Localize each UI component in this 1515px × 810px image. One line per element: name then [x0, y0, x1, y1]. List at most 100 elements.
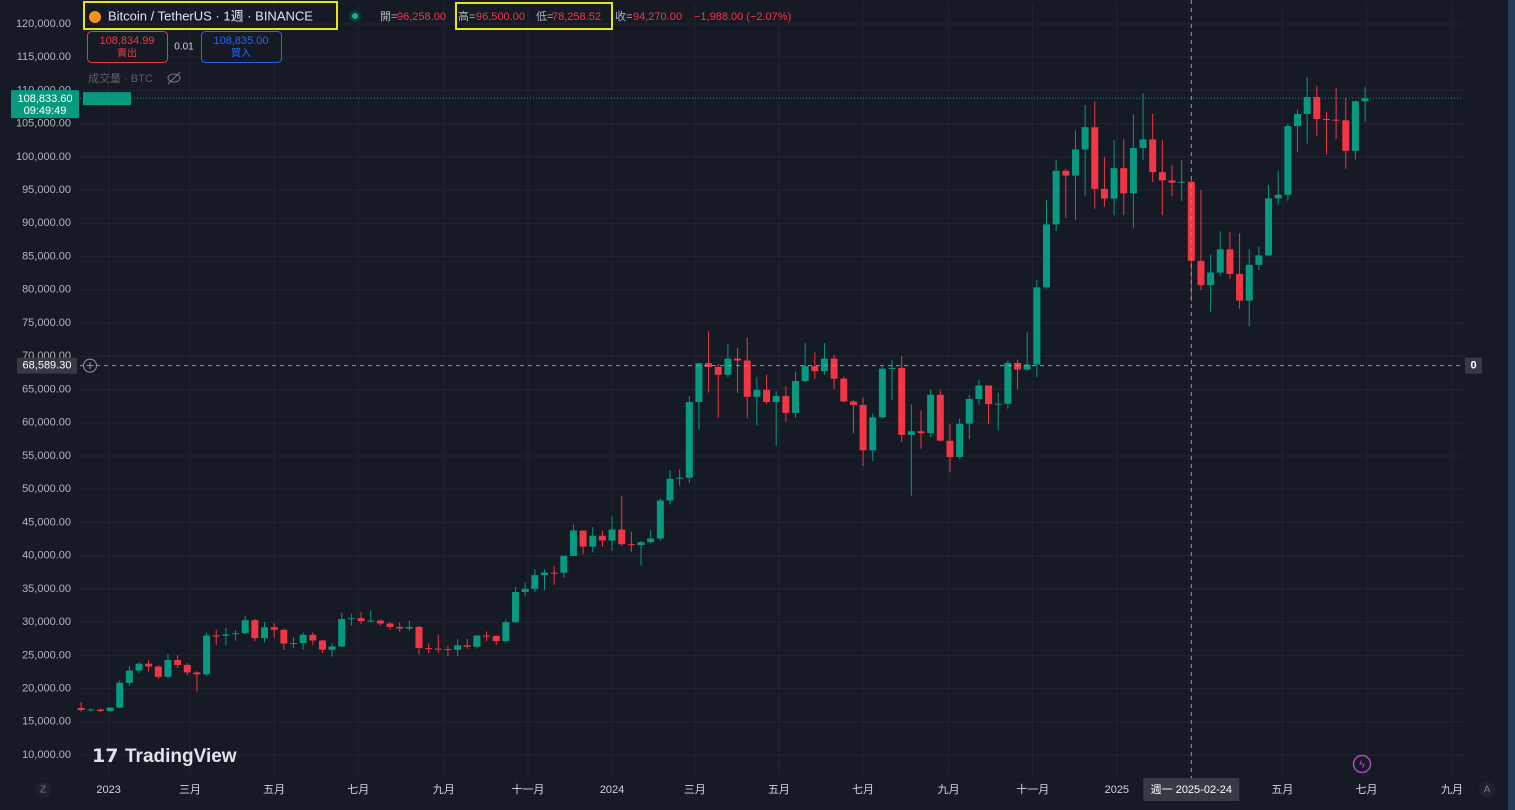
highlight-box [83, 1, 338, 30]
volume-label[interactable]: 成交量 · BTC [88, 71, 153, 85]
candle-body [1033, 287, 1041, 365]
candle-body [666, 478, 674, 501]
candle-body [1120, 168, 1128, 194]
candle-body [1216, 249, 1224, 273]
corner-label: Z [40, 785, 46, 796]
candle-body [502, 622, 510, 642]
watermark-logo: 𝟭𝟳 [92, 746, 118, 767]
candle-body [714, 366, 722, 375]
corner-button[interactable] [35, 782, 51, 798]
candle-body [791, 381, 799, 413]
candle-body [1023, 364, 1031, 370]
candle-body [1361, 98, 1369, 102]
candle-body [743, 360, 751, 397]
crosshair-right-label: 0 [1470, 360, 1476, 372]
ohlc-value: 94,270.00 [633, 11, 682, 23]
candle-body [946, 440, 954, 458]
status-dot [352, 13, 358, 19]
candle-body [1255, 255, 1263, 265]
candle-body [550, 572, 558, 574]
candle-body [936, 394, 944, 441]
candle-body [87, 709, 95, 711]
symbol-title[interactable]: Bitcoin / TetherUS · 1週 · BINANCE [108, 8, 313, 23]
candle-body [579, 530, 587, 547]
candle-body [540, 572, 548, 576]
x-tick-label: 五月 [1271, 784, 1293, 796]
candle-body [637, 542, 645, 546]
ohlc-value: 96,500.00 [476, 11, 525, 23]
overlay: Bitcoin / TetherUS · 1週 · BINANCE 開= 96,… [11, 0, 1515, 810]
candle-body [811, 366, 819, 372]
x-tick-label: 五月 [768, 784, 790, 796]
candle-body [1322, 118, 1330, 120]
candle-body [656, 500, 664, 539]
candle-body [598, 535, 606, 541]
candle-body [347, 618, 355, 620]
candle-body [116, 682, 124, 708]
candle-body [1197, 260, 1205, 286]
candle-body [1226, 249, 1234, 274]
candle-body [907, 431, 915, 435]
y-tick-label: 35,000.00 [22, 583, 71, 595]
y-tick-label: 80,000.00 [22, 284, 71, 296]
candle-body [1129, 148, 1137, 194]
change: −1,988.00 (−2.07%) [694, 11, 791, 23]
candle-body [125, 670, 133, 683]
y-tick-label: 55,000.00 [22, 450, 71, 462]
y-tick-label: 40,000.00 [22, 550, 71, 562]
candle-body [251, 620, 259, 639]
y-tick-label: 25,000.00 [22, 649, 71, 661]
ohlc-label: 低= [536, 10, 553, 23]
candle-body [801, 366, 809, 382]
x-tick-label: 九月 [1441, 783, 1463, 796]
candle-body [685, 402, 693, 478]
candle-body [647, 538, 655, 543]
candle-body [1284, 126, 1292, 195]
candle-body [309, 634, 317, 641]
candle-body [676, 477, 684, 479]
candle-body [483, 635, 491, 637]
frame-edge [1508, 0, 1515, 810]
buy-button[interactable] [201, 31, 282, 63]
lightning-button[interactable] [1352, 754, 1372, 774]
crosshair-price-box [17, 357, 77, 374]
candle-body [1100, 188, 1108, 199]
candle-body [492, 635, 500, 642]
candle-body [405, 626, 413, 629]
candle-body [261, 627, 269, 639]
hide-icon[interactable] [167, 71, 181, 85]
candle-body [917, 431, 925, 434]
symbol-logo [89, 11, 101, 23]
buy-price: 108,835.00 [213, 35, 268, 47]
candle-body [463, 645, 471, 647]
candle-body [145, 663, 153, 667]
y-tick-label: 60,000.00 [22, 417, 71, 429]
y-tick-label: 45,000.00 [22, 516, 71, 528]
candle-body [444, 648, 452, 650]
candle-body [1294, 114, 1302, 127]
corner-button[interactable] [1479, 782, 1495, 798]
candle-body [1110, 168, 1118, 199]
candle-body [357, 618, 365, 622]
ohlc-label: 高= [458, 9, 475, 23]
candle-body [434, 648, 442, 650]
candle-body [1168, 180, 1176, 183]
x-tick-label: 五月 [263, 784, 285, 796]
highlight-box [455, 2, 613, 30]
candle-body [1062, 170, 1070, 176]
x-tick-label: 九月 [433, 783, 455, 796]
candle-body [1187, 181, 1195, 261]
candle-body [289, 643, 297, 645]
candle-body [734, 358, 742, 361]
candle-body [1052, 170, 1060, 225]
candle-body [77, 707, 85, 710]
sell-button[interactable] [87, 31, 168, 63]
y-tick-label: 90,000.00 [22, 217, 71, 229]
x-tick-label: 七月 [1355, 783, 1377, 796]
candle-body [763, 389, 771, 402]
candle-body [927, 394, 935, 434]
candle-body [1265, 198, 1273, 256]
candle-body [1332, 119, 1340, 121]
grid [80, 4, 1463, 775]
candle-body [164, 660, 172, 677]
